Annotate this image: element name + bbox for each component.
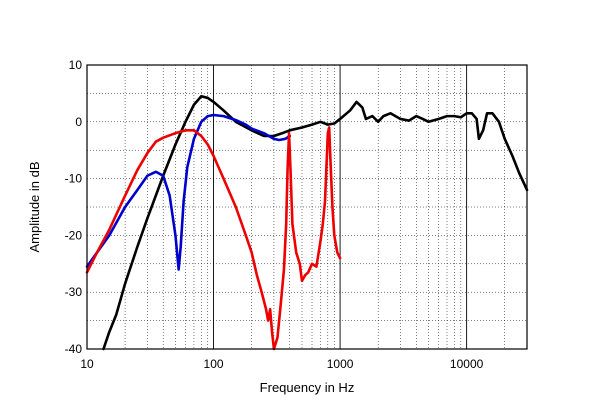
series-group [85,94,529,351]
x-axis-label: Frequency in Hz [260,380,355,395]
series-line-1 [102,94,529,351]
y-tick-label: -10 [65,172,83,186]
x-tick-label: 100 [204,357,224,371]
series-line-3 [85,126,342,351]
x-tick-label: 10 [80,357,94,371]
y-tick-label: -20 [65,228,83,242]
grid [87,65,527,349]
series-line-2 [85,113,292,271]
x-tick-label: 10000 [450,357,484,371]
y-tick-label: -40 [65,342,83,356]
x-tick-label: 1000 [327,357,354,371]
y-tick-label: 10 [69,58,83,72]
y-tick-label: 0 [75,115,82,129]
plot-frame [86,64,528,350]
y-tick-label: -30 [65,285,83,299]
y-axis-label: Amplitude in dB [27,161,42,252]
